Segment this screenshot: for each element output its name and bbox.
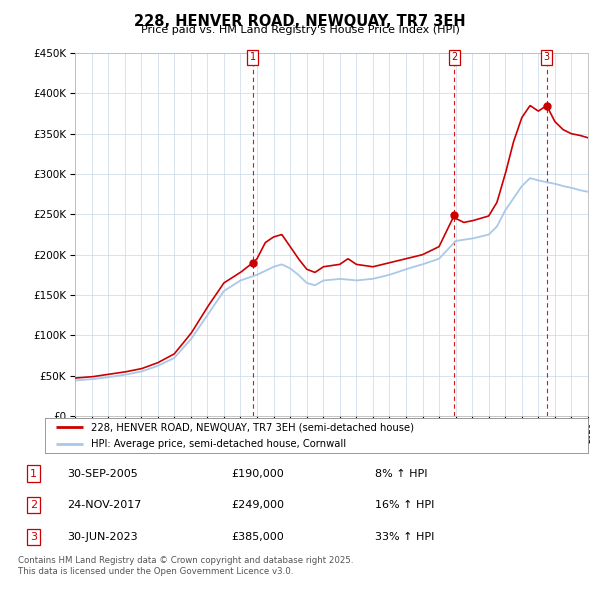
Text: Contains HM Land Registry data © Crown copyright and database right 2025.
This d: Contains HM Land Registry data © Crown c… bbox=[18, 556, 353, 576]
Text: 30-JUN-2023: 30-JUN-2023 bbox=[67, 532, 137, 542]
Text: 2: 2 bbox=[451, 52, 457, 62]
Text: 16% ↑ HPI: 16% ↑ HPI bbox=[375, 500, 434, 510]
Text: 3: 3 bbox=[30, 532, 37, 542]
Text: 228, HENVER ROAD, NEWQUAY, TR7 3EH (semi-detached house): 228, HENVER ROAD, NEWQUAY, TR7 3EH (semi… bbox=[91, 422, 414, 432]
Text: £249,000: £249,000 bbox=[231, 500, 284, 510]
Text: 30-SEP-2005: 30-SEP-2005 bbox=[67, 468, 137, 478]
Text: 2: 2 bbox=[30, 500, 37, 510]
Text: 33% ↑ HPI: 33% ↑ HPI bbox=[375, 532, 434, 542]
Text: £385,000: £385,000 bbox=[231, 532, 284, 542]
Text: 228, HENVER ROAD, NEWQUAY, TR7 3EH: 228, HENVER ROAD, NEWQUAY, TR7 3EH bbox=[134, 14, 466, 28]
Text: 1: 1 bbox=[250, 52, 256, 62]
Text: Price paid vs. HM Land Registry's House Price Index (HPI): Price paid vs. HM Land Registry's House … bbox=[140, 25, 460, 35]
Text: 24-NOV-2017: 24-NOV-2017 bbox=[67, 500, 141, 510]
Text: 8% ↑ HPI: 8% ↑ HPI bbox=[375, 468, 427, 478]
Text: £190,000: £190,000 bbox=[231, 468, 284, 478]
Text: 1: 1 bbox=[30, 468, 37, 478]
Text: 3: 3 bbox=[544, 52, 550, 62]
Text: HPI: Average price, semi-detached house, Cornwall: HPI: Average price, semi-detached house,… bbox=[91, 440, 346, 449]
